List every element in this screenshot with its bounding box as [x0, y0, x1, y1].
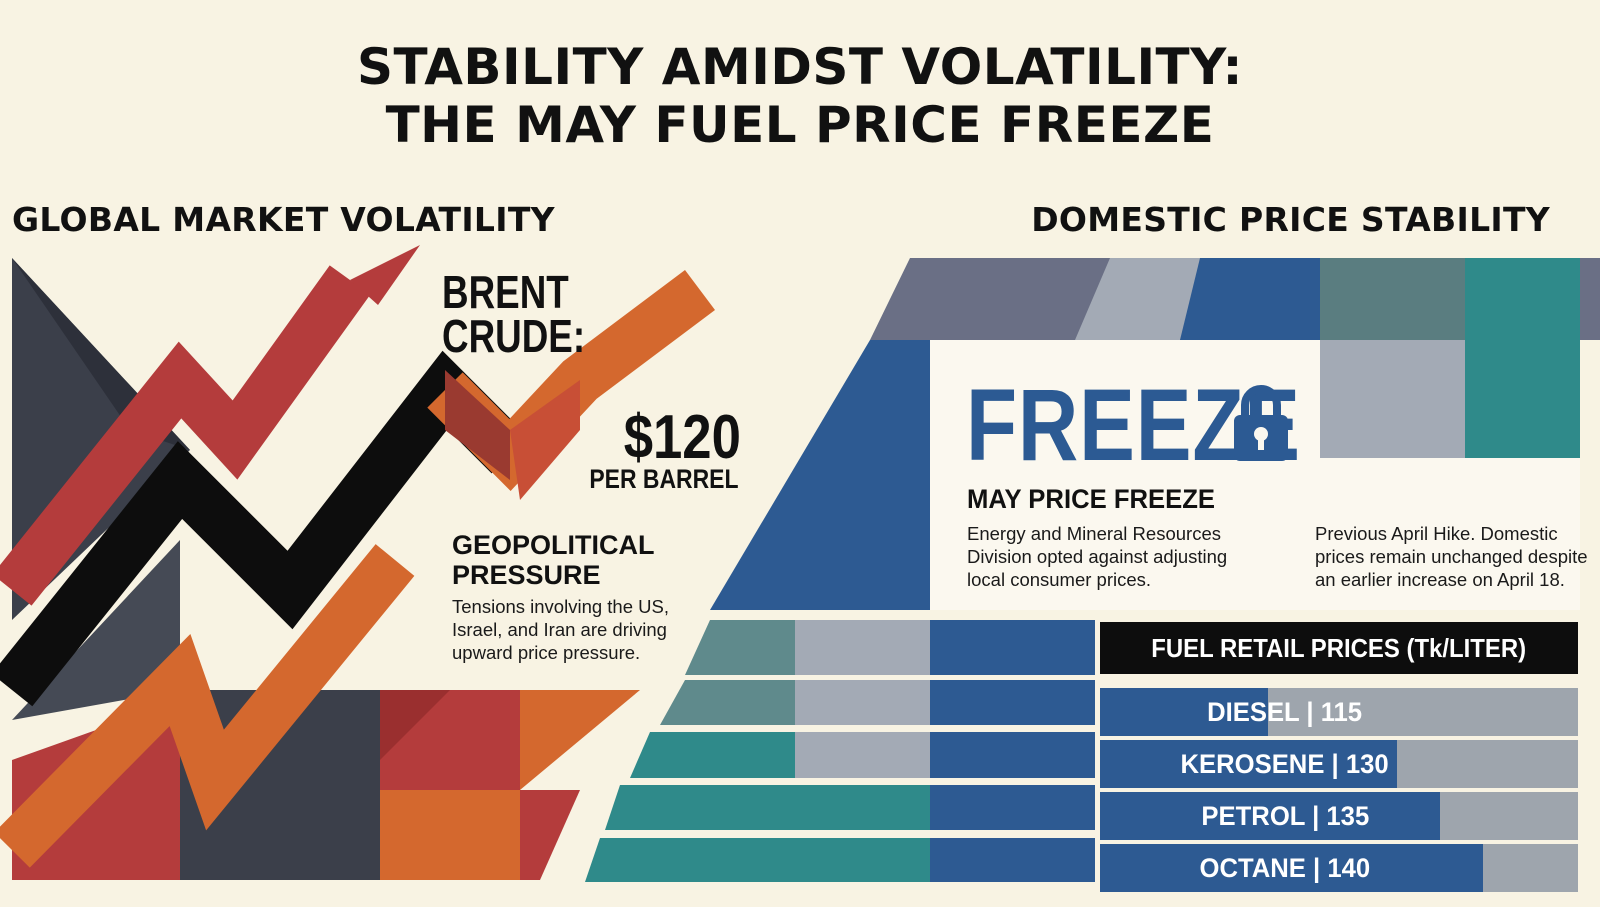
- page-title: STABILITY AMIDST VOLATILITY: THE MAY FUE…: [0, 38, 1600, 154]
- geo-body-line-3: upward price pressure.: [452, 642, 641, 663]
- stripe-1-blue: [930, 620, 1095, 675]
- fuel-label-text: OCTANE | 140: [1199, 852, 1371, 883]
- fuel-bar: [1100, 792, 1440, 840]
- stripe-3-blue: [930, 732, 1095, 778]
- geo-title-line-1: GEOPOLITICAL: [452, 530, 655, 560]
- lock-icon: [1234, 385, 1288, 461]
- may-freeze-heading: MAY PRICE FREEZE: [967, 484, 1216, 514]
- fuel-bar: [1100, 844, 1483, 892]
- prev-body-line-3: an earlier increase on April 18.: [1315, 569, 1565, 590]
- fuel-label-text: KEROSENE | 130: [1180, 748, 1390, 779]
- fuel-label: PETROL | 135: [1100, 792, 1470, 840]
- stripe-4: [605, 785, 930, 830]
- red-zigzag-line: [0, 265, 371, 606]
- page-title-line-2: THE MAY FUEL PRICE FREEZE: [385, 96, 1215, 154]
- stripe-1-grey: [795, 620, 930, 675]
- fuel-label: KEROSENE | 130: [1100, 740, 1470, 788]
- fuel-label-text: DIESEL | 115: [1207, 696, 1363, 727]
- fuel-row: DIESEL | 115: [1100, 688, 1578, 736]
- teal-grey-block: [1320, 258, 1465, 340]
- brent-price: $120: [623, 403, 741, 472]
- fuel-label: OCTANE | 140: [1100, 844, 1470, 892]
- red-zigzag-arrowhead: [350, 245, 420, 305]
- may-body-line-2: Division opted against adjusting: [967, 546, 1228, 567]
- grey-top-wedge: [1075, 258, 1210, 340]
- volatility-art: [0, 245, 715, 880]
- brent-crude-heading: BRENT CRUDE:: [442, 266, 586, 362]
- fuel-row: KEROSENE | 130: [1100, 740, 1578, 788]
- orange-lower-zigzag: [0, 544, 415, 868]
- fuel-row: PETROL | 135: [1100, 792, 1578, 840]
- brent-line-2: CRUDE:: [442, 310, 586, 362]
- fuel-price-table-title: FUEL RETAIL PRICES (Tk/LITER): [1151, 632, 1527, 663]
- may-body-line-1: Energy and Mineral Resources: [967, 523, 1221, 544]
- stripe-5: [585, 838, 930, 882]
- orange-base-block: [380, 790, 520, 880]
- fuel-bar-remainder: [1440, 792, 1578, 840]
- blue-top-block: [1180, 258, 1320, 340]
- grey-right-block: [1320, 340, 1465, 458]
- page-title-line-1: STABILITY AMIDST VOLATILITY:: [356, 38, 1244, 96]
- fuel-label-text: PETROL | 135: [1201, 800, 1369, 831]
- orange-zigzag-shade: [445, 370, 510, 480]
- stripe-2-blue: [930, 680, 1095, 725]
- fuel-price-table-header: FUEL RETAIL PRICES (Tk/LITER): [1100, 622, 1578, 674]
- previous-hike-note: Previous April Hike. Domestic prices rem…: [1315, 522, 1588, 591]
- brent-price-unit: PER BARREL: [589, 464, 739, 494]
- may-freeze-description: Energy and Mineral Resources Division op…: [967, 522, 1227, 591]
- orange-zigzag-face: [510, 380, 580, 500]
- brent-line-1: BRENT: [442, 266, 569, 318]
- geo-body-line-1: Tensions involving the US,: [452, 596, 669, 617]
- stripe-3-grey: [795, 732, 930, 778]
- geo-body-line-2: Israel, and Iran are driving: [452, 619, 667, 640]
- red-base-sliver: [520, 790, 580, 880]
- teal-right-block: [1465, 258, 1580, 458]
- fuel-bar-remainder: [1483, 844, 1578, 892]
- fuel-bar-remainder: [1268, 688, 1578, 736]
- blue-diagonal-block: [710, 340, 930, 610]
- note-card: [1320, 458, 1580, 610]
- geo-title-line-2: PRESSURE: [452, 560, 601, 590]
- may-body-line-3: local consumer prices.: [967, 569, 1152, 590]
- fuel-label: DIESEL | 115: [1100, 688, 1470, 736]
- fuel-bar: [1100, 740, 1397, 788]
- prev-body-line-2: prices remain unchanged despite: [1315, 546, 1588, 567]
- freeze-card: [930, 340, 1320, 610]
- fuel-bar-remainder: [1397, 740, 1578, 788]
- geopolitical-heading: GEOPOLITICAL PRESSURE: [452, 530, 655, 590]
- prev-body-line-1: Previous April Hike. Domestic: [1315, 523, 1558, 544]
- fuel-row: OCTANE | 140: [1100, 844, 1578, 892]
- global-market-heading: GLOBAL MARKET VOLATILITY: [12, 200, 555, 239]
- domestic-stability-heading: DOMESTIC PRICE STABILITY: [1031, 200, 1550, 239]
- stripe-2-grey: [795, 680, 930, 725]
- geopolitical-description: Tensions involving the US, Israel, and I…: [452, 595, 669, 664]
- red-corner-shade: [380, 690, 450, 760]
- stripe-5-blue: [930, 838, 1095, 882]
- orange-base-triangle: [520, 690, 640, 790]
- stability-art: [585, 258, 1600, 882]
- fuel-bar: [1100, 688, 1268, 736]
- stripe-4-blue: [930, 785, 1095, 830]
